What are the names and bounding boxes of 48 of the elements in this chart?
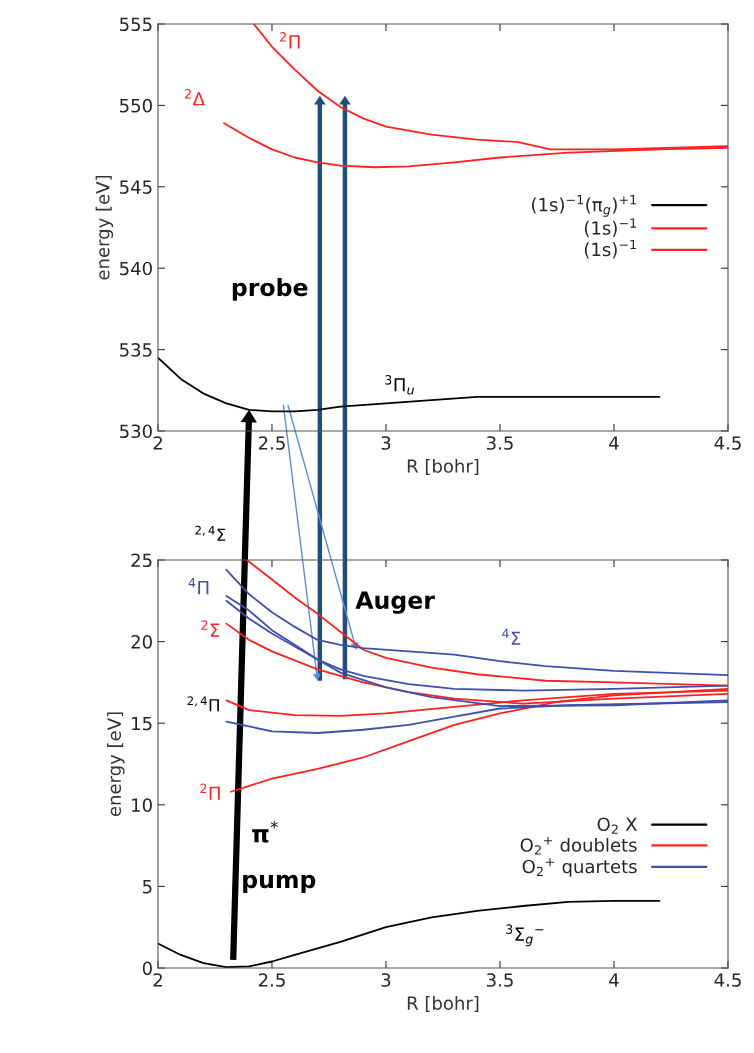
annotation: pump (243, 874, 316, 893)
x-tick-label: 3 (381, 436, 391, 450)
y-tick-label: 545 (120, 180, 152, 194)
x-tick-label: 2.5 (258, 436, 285, 450)
legend-label: (1s)$^{−1}$ (584, 239, 636, 259)
annotation: $^{2,4}$Π (187, 696, 219, 712)
y-axis-title: energy [eV] (107, 712, 125, 817)
text: $^{2,4}$Σ (195, 525, 226, 541)
annotation: $^{3}$Π$_{u}$ (385, 375, 415, 395)
x-tick-label: 3.5 (487, 973, 513, 987)
annotation: $^{4}$Π (188, 578, 209, 595)
legend-label: (1s)$^{−1}$(π$_{g}$)$^{+1}$ (532, 195, 637, 217)
x-tick-label: 2 (153, 436, 162, 450)
x-tick-label: 4.5 (714, 436, 741, 450)
y-tick-label: 25 (131, 553, 152, 568)
y-tick-label: 540 (120, 261, 152, 276)
y-tick-label: 555 (120, 17, 152, 32)
y-tick-label: 5 (143, 880, 152, 894)
annotation: Auger (355, 591, 435, 614)
legend-label: O$_{2}$$^{+}$ quartets (522, 858, 637, 877)
x-tick-label: 4 (609, 973, 619, 987)
y-tick-label: 15 (132, 716, 152, 731)
x-axis-title: R [bohr] (407, 995, 479, 1013)
annotation: π$^{*}$ (252, 820, 278, 843)
x-axis-title: R [bohr] (407, 458, 479, 475)
x-tick-label: 2 (153, 973, 162, 987)
legend-label: (1s)$^{−1}$ (584, 218, 636, 237)
x-tick-label: 3 (381, 973, 391, 987)
y-axis-title: energy [eV] (95, 175, 114, 280)
annotation: $^{2}$Σ (201, 620, 220, 637)
y-tick-label: 0 (142, 961, 152, 976)
annotation: $^{2}$Π (200, 783, 220, 800)
x-tick-label: 4.5 (714, 973, 741, 987)
x-tick-label: 2.5 (258, 973, 285, 987)
annotation: $^{4}$Σ (502, 628, 521, 645)
legend-label: O$_{2}$ X (597, 817, 638, 834)
y-tick-label: 550 (120, 98, 152, 113)
annotation: $^{2}$Δ (184, 89, 205, 106)
y-tick-label: 535 (120, 343, 152, 357)
x-tick-label: 4 (609, 436, 619, 450)
legend-label: O$_{2}$$^{+}$ doublets (520, 836, 637, 855)
y-tick-label: 10 (132, 798, 152, 812)
y-tick-label: 20 (131, 635, 152, 649)
annotation: $^{2}$Π (280, 32, 300, 49)
annotation: probe (232, 277, 308, 301)
x-tick-label: 3.5 (487, 436, 513, 450)
y-tick-label: 530 (120, 424, 152, 439)
annotation: $^{3}$Σ$_{g}$$^{−}$ (506, 924, 544, 947)
